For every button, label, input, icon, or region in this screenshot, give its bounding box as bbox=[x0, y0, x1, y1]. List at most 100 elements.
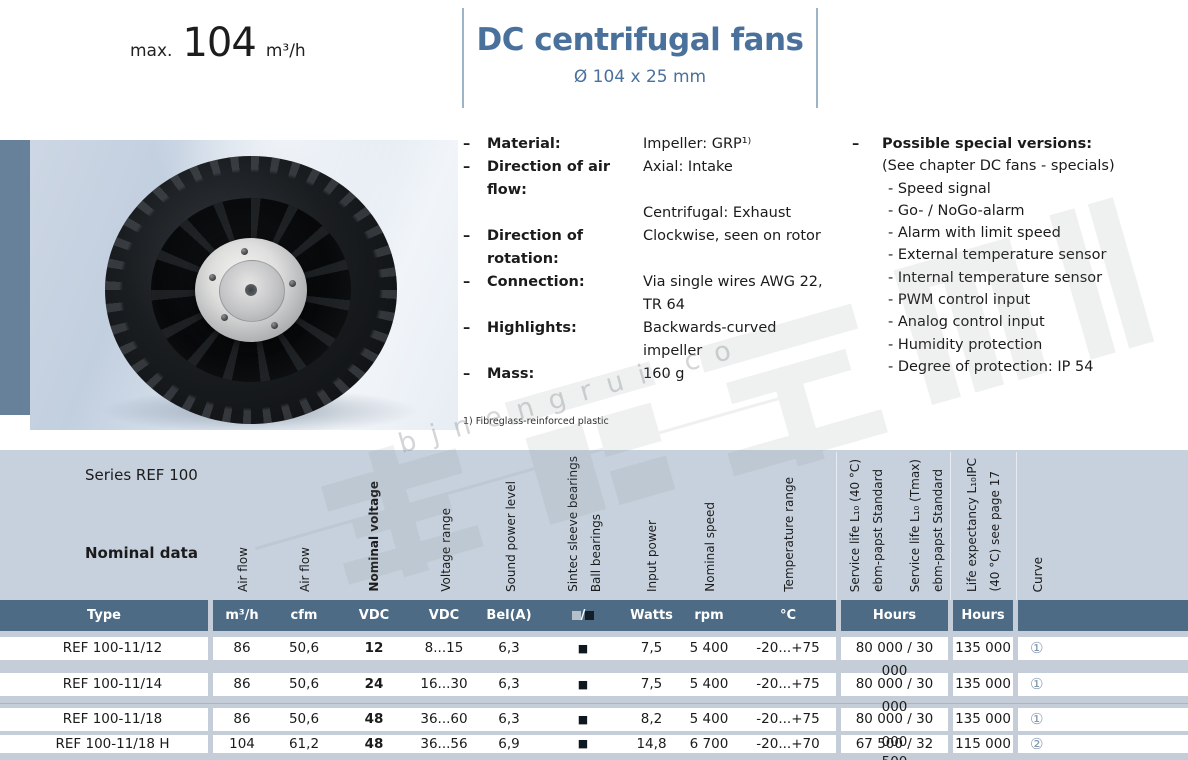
rotated-label: Sintec sleeve bearings bbox=[566, 456, 580, 592]
spacer bbox=[487, 294, 643, 317]
spacer bbox=[487, 202, 643, 225]
hub-screw bbox=[221, 314, 228, 321]
row-band bbox=[841, 673, 948, 696]
rotated-label: Nominal voltage bbox=[367, 481, 381, 592]
row-band bbox=[213, 708, 836, 731]
spec-row-connection: – Connection: Via single wires AWG 22, bbox=[463, 271, 835, 294]
spec-value: Impeller: GRP¹⁾ bbox=[643, 136, 752, 152]
cell-vdc-range: 36...56 bbox=[420, 736, 468, 752]
spacer bbox=[463, 202, 487, 225]
spec-row-rotation: – Direction of rotation: Clockwise, seen… bbox=[463, 225, 835, 271]
cell-hours2: 115 000 bbox=[955, 736, 1011, 752]
cell-m3h: 86 bbox=[233, 676, 251, 692]
cell-m3h: 104 bbox=[229, 736, 255, 752]
col-header-input-power: Input power bbox=[645, 442, 659, 592]
row-band bbox=[0, 735, 208, 753]
special-item: - Speed signal bbox=[888, 180, 991, 197]
unit-vdc-range: VDC bbox=[428, 608, 460, 623]
left-accent-bar bbox=[0, 140, 30, 415]
hub-screw bbox=[241, 248, 248, 255]
row-band bbox=[953, 637, 1013, 660]
title-rule-right bbox=[816, 8, 818, 108]
special-item: - Go- / NoGo-alarm bbox=[888, 202, 1025, 219]
cell-bearing: ■ bbox=[577, 737, 589, 750]
col-header-temperature-range: Temperature range bbox=[782, 442, 796, 592]
special-item: - Degree of protection: IP 54 bbox=[888, 358, 1094, 375]
product-photo bbox=[30, 140, 458, 430]
cell-hours1: 80 000 / 30 000 bbox=[855, 640, 934, 679]
cell-vdc: 24 bbox=[364, 676, 384, 692]
row-band bbox=[841, 735, 948, 753]
spec-list: – Material: Impeller: GRP¹⁾ – Direction … bbox=[463, 133, 835, 386]
cell-bel: 6,3 bbox=[498, 711, 520, 727]
col-header-curve: Curve bbox=[1031, 442, 1045, 592]
nominal-data-label: Nominal data bbox=[85, 544, 198, 562]
cell-hours1: 80 000 / 30 000 bbox=[855, 676, 934, 715]
series-label: Series REF 100 bbox=[85, 466, 198, 484]
cell-cfm: 50,6 bbox=[288, 676, 320, 692]
special-versions: – Possible special versions: (See chapte… bbox=[852, 133, 1182, 378]
col-header-service-life-40: Service life L₁₀ (40 °C) ebm-papst Stand… bbox=[848, 442, 885, 592]
col-header-airflow-m3h: Air flow bbox=[236, 442, 250, 592]
title-block: DC centrifugal fans Ø 104 x 25 mm bbox=[465, 22, 815, 87]
rotated-label: Life expectancy L₁₀IPC bbox=[965, 458, 979, 592]
title-rule-left bbox=[462, 8, 464, 108]
table-header-background bbox=[0, 450, 1188, 600]
special-title: Possible special versions: bbox=[882, 136, 1093, 152]
col-header-airflow-cfm: Air flow bbox=[298, 442, 312, 592]
col-header-life-expectancy: Life expectancy L₁₀IPC (40 °C) see page … bbox=[965, 442, 1002, 592]
hub-screw bbox=[289, 280, 296, 287]
cell-hours2: 135 000 bbox=[955, 711, 1011, 727]
row-band bbox=[0, 673, 208, 696]
column-separator bbox=[836, 452, 837, 600]
cell-cfm: 61,2 bbox=[288, 736, 320, 752]
cell-cfm: 50,6 bbox=[288, 640, 320, 656]
cell-vdc-range: 16...30 bbox=[420, 676, 468, 692]
ball-bearing-icon bbox=[585, 611, 595, 620]
rotated-label: Temperature range bbox=[782, 477, 796, 592]
row-band bbox=[841, 637, 948, 660]
cell-rpm: 5 400 bbox=[689, 676, 729, 692]
unit-cfm: cfm bbox=[290, 608, 318, 623]
rotated-label: (40 °C) see page 17 bbox=[988, 471, 1002, 592]
cell-rpm: 5 400 bbox=[689, 640, 729, 656]
cell-vdc-range: 36...60 bbox=[420, 711, 468, 727]
bullet-dash: – bbox=[463, 136, 471, 152]
max-airflow: max. 104 m³/h bbox=[130, 20, 306, 66]
page-title: DC centrifugal fans bbox=[476, 22, 805, 58]
cell-temp: -20...+70 bbox=[756, 736, 820, 752]
rotated-label: Nominal speed bbox=[703, 502, 717, 592]
col-header-nominal-speed: Nominal speed bbox=[703, 442, 717, 592]
cell-vdc: 48 bbox=[364, 736, 384, 752]
cell-watts: 7,5 bbox=[640, 676, 663, 692]
row-band bbox=[213, 673, 836, 696]
cell-temp: -20...+75 bbox=[756, 711, 820, 727]
col-header-voltage-range: Voltage range bbox=[439, 442, 453, 592]
cell-hours1: 67 500 / 32 500 bbox=[855, 736, 934, 760]
spec-label: Mass: bbox=[487, 366, 535, 382]
spacer bbox=[463, 294, 487, 317]
cell-cfm: 50,6 bbox=[288, 711, 320, 727]
spec-row-highlights: – Highlights: Backwards-curved impeller bbox=[463, 317, 835, 363]
spec-row-airflow: – Direction of air flow: Axial: Intake bbox=[463, 156, 835, 202]
cell-vdc: 12 bbox=[364, 640, 384, 656]
special-item: - External temperature sensor bbox=[888, 247, 1107, 264]
row-band bbox=[213, 637, 836, 660]
unit-row-segment bbox=[213, 600, 836, 631]
cell-watts: 8,2 bbox=[640, 711, 663, 727]
hub-screw bbox=[209, 274, 216, 281]
cell-hours1: 80 000 / 30 000 bbox=[855, 711, 934, 750]
cell-m3h: 86 bbox=[233, 711, 251, 727]
cell-rpm: 5 400 bbox=[689, 711, 729, 727]
page-subtitle: Ø 104 x 25 mm bbox=[573, 67, 707, 87]
cell-bel: 6,3 bbox=[498, 676, 520, 692]
rotated-label: Air flow bbox=[298, 546, 312, 592]
spec-value: Clockwise, seen on rotor bbox=[643, 228, 821, 244]
special-item: - Internal temperature sensor bbox=[888, 269, 1103, 286]
cell-temp: -20...+75 bbox=[756, 640, 820, 656]
unit-row-segment bbox=[1018, 600, 1188, 631]
cell-type: REF 100-11/18 H bbox=[55, 736, 170, 752]
fan-axle bbox=[245, 284, 257, 296]
col-header-sound-power: Sound power level bbox=[504, 442, 518, 592]
rotated-label: Input power bbox=[645, 520, 659, 592]
